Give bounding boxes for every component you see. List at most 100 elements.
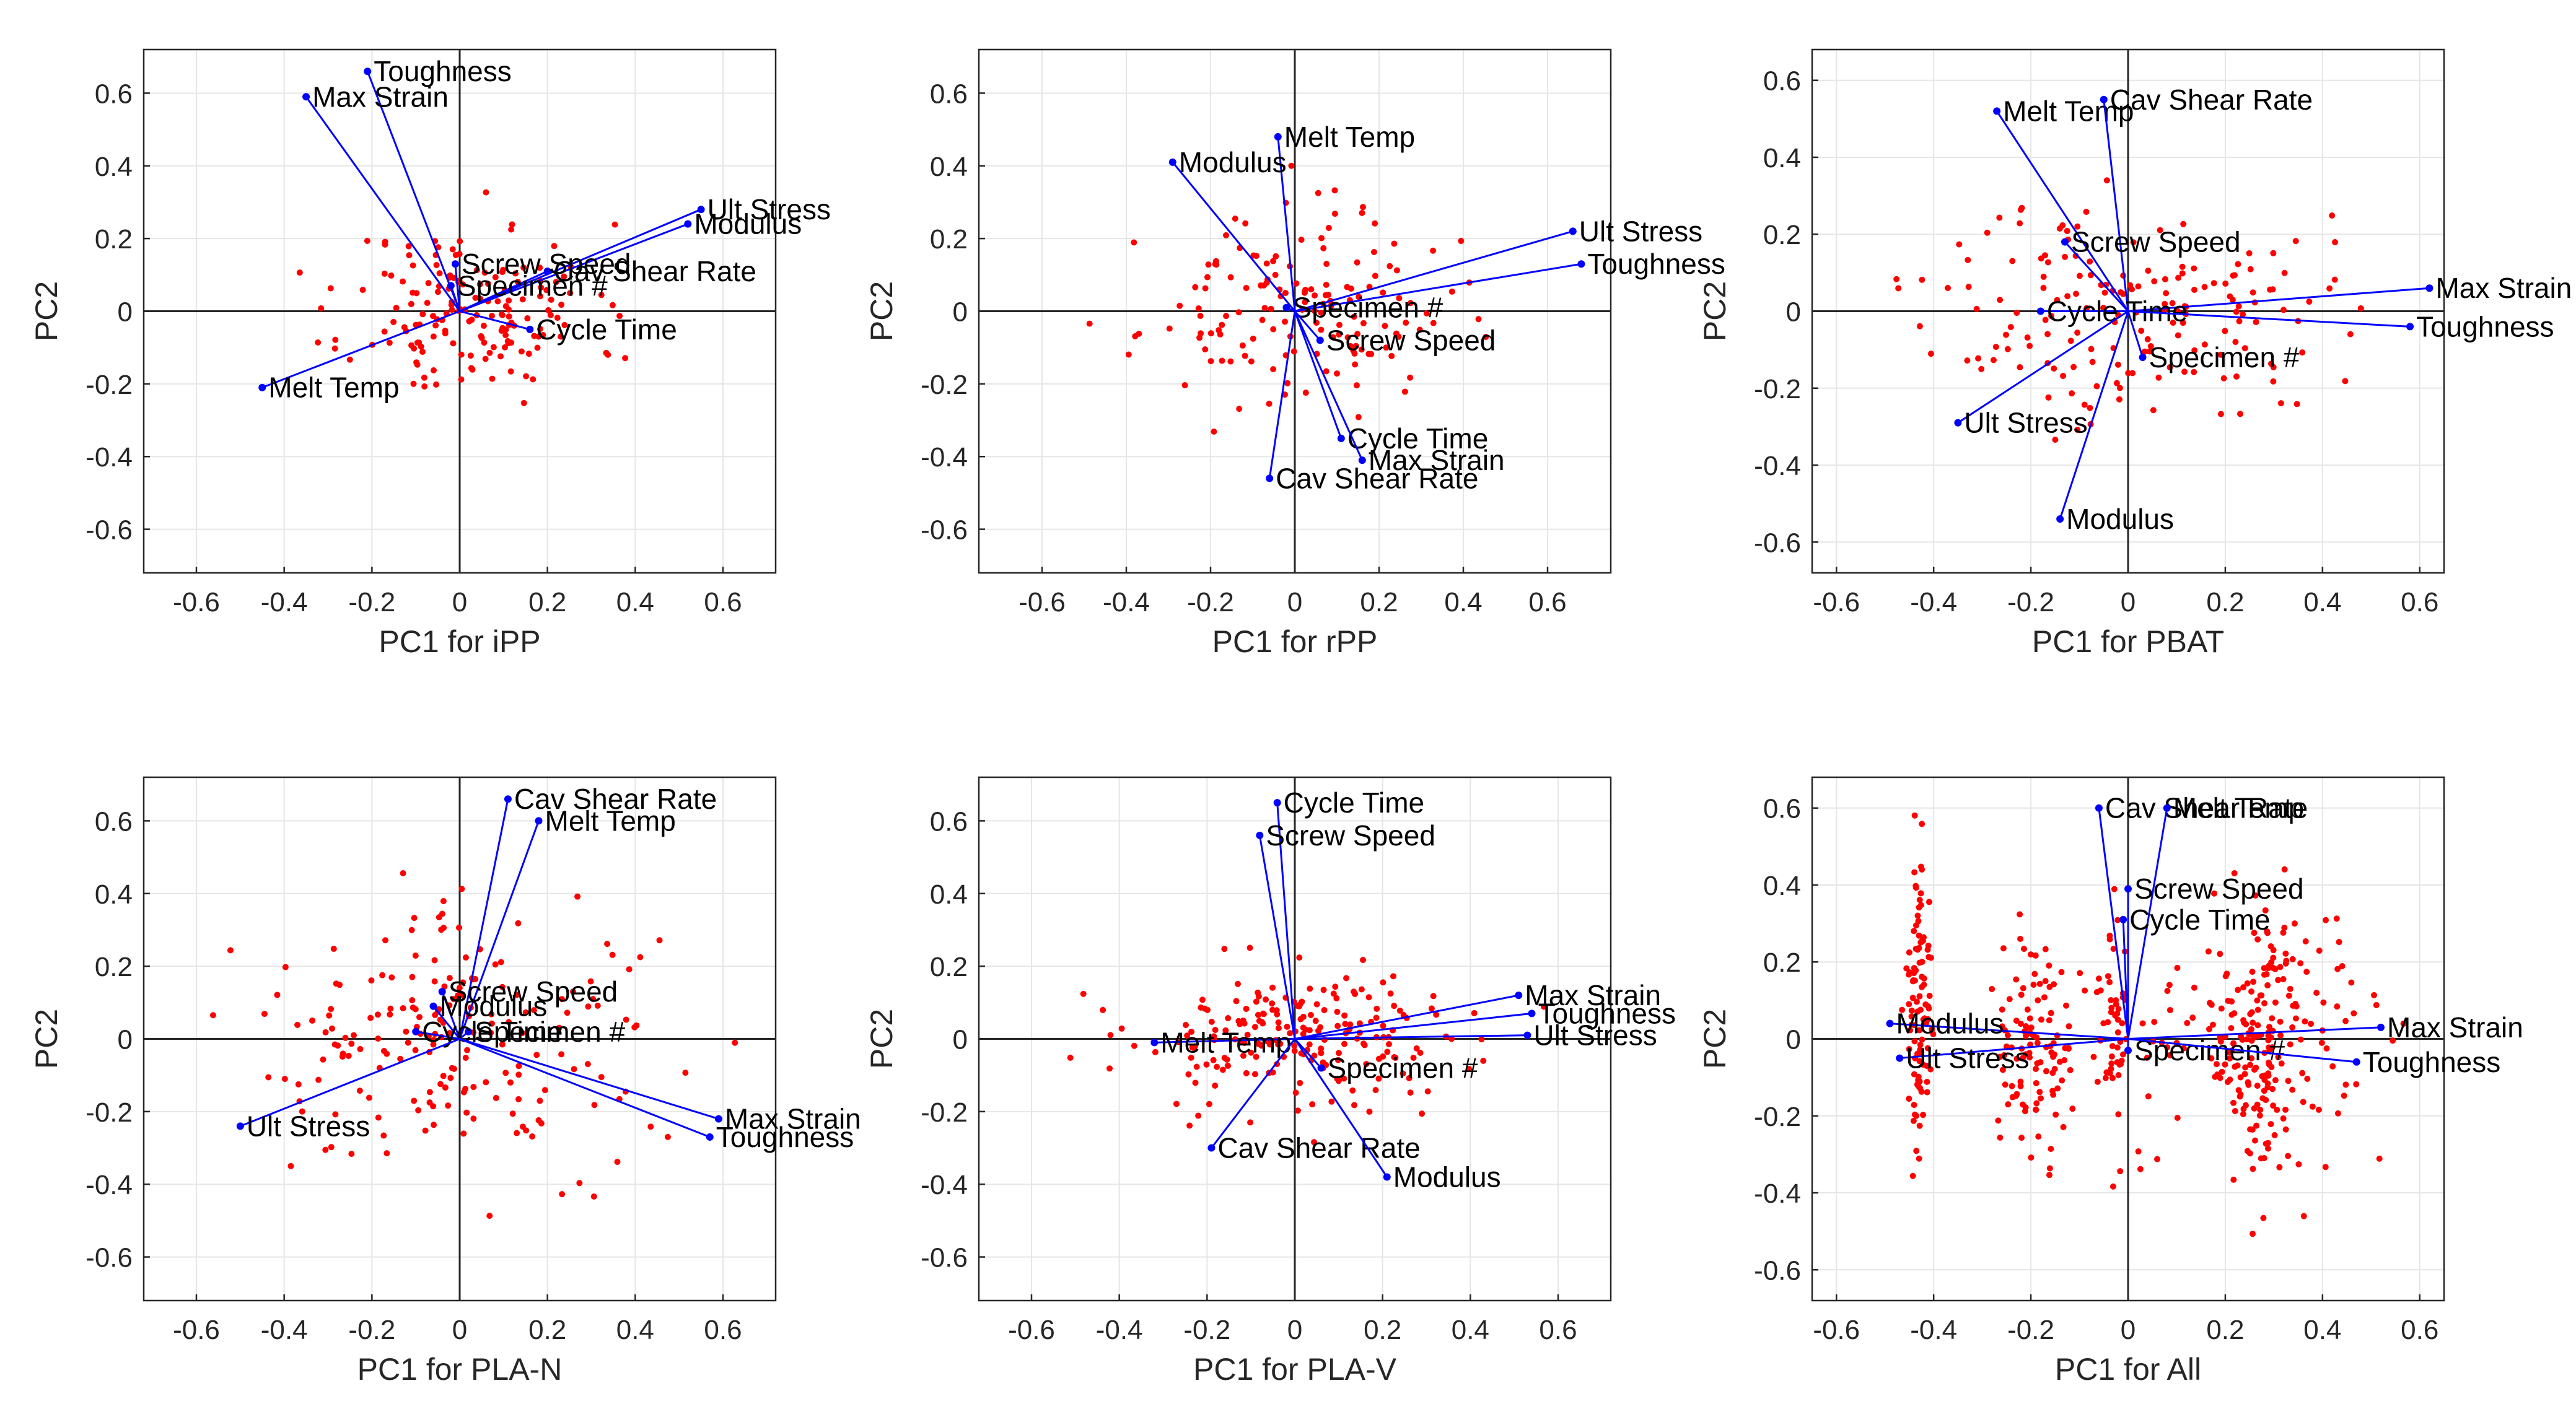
score-point [2114,1029,2121,1036]
score-point [2147,342,2154,349]
score-point [1255,989,1261,996]
score-point [2219,1068,2225,1075]
score-point [2240,984,2247,991]
score-point [2235,303,2242,310]
score-point [2247,1011,2254,1018]
score-point [2020,1101,2026,1108]
score-point [2088,346,2095,352]
score-point [2248,1037,2255,1044]
score-point [1321,1006,1328,1013]
vector-label: Cycle Time [2129,904,2270,936]
score-point [1906,1096,1912,1102]
y-tick-label: -0.6 [85,515,133,546]
score-point [1242,352,1248,359]
loading-vector-tip [364,68,372,76]
score-point [2127,282,2134,289]
subplot-3: -0.6 -0.4 -0.2 0 0.2 0.4 0.6 -0.6 -0.4 -0.2 0 0.2 0.… [1698,48,2572,659]
loading-vector-tip [302,93,310,101]
score-point [1999,1066,2006,1073]
score-point [1250,335,1256,342]
score-point [2282,1106,2289,1113]
score-point [2138,328,2145,334]
score-point [623,1016,629,1023]
score-point [2105,1019,2111,1026]
score-point [2101,289,2108,296]
score-point [2150,407,2157,414]
score-point [502,326,509,333]
score-point [1320,987,1327,993]
score-point [2024,334,2031,341]
score-point [1387,990,1394,997]
score-point [2077,970,2083,977]
score-point [411,1097,418,1104]
score-point [1240,1052,1246,1059]
score-point [1315,190,1321,196]
vector-label: Screw Speed [449,975,618,1008]
score-point [2090,1053,2097,1060]
score-point [2316,948,2323,954]
score-point [637,954,644,961]
score-point [590,996,597,1003]
score-point [2151,1019,2158,1026]
loading-vector-tip [1168,158,1176,166]
vector-label: Melt Temp [268,372,399,404]
score-point [2056,225,2063,232]
score-point [2281,269,2288,276]
score-point [1318,310,1325,316]
score-point [515,1071,522,1078]
score-point [569,988,576,995]
score-point [2270,378,2277,385]
score-point [2265,1037,2272,1044]
score-point [1227,358,1234,365]
loading-vector-tip [2056,515,2064,523]
x-axis-label: PC1 for PBAT [2032,624,2224,659]
score-point [2232,1063,2238,1070]
score-point [450,995,457,1002]
score-point [2117,1168,2124,1175]
score-point [1929,1026,1935,1032]
score-point [333,980,340,987]
score-point [2267,1121,2274,1128]
score-point [1407,300,1414,307]
score-point [2271,1131,2278,1138]
score-point [1352,990,1359,997]
score-point [2326,285,2333,292]
x-tick-label: -0.6 [173,587,220,617]
score-point [1916,959,1923,966]
score-point [2031,970,2038,977]
subplot-1: -0.6 -0.4 -0.2 0 0.2 0.4 0.6 -0.6 -0.4 -0.2 0 0.2 0.… [29,48,831,659]
score-point [1258,1019,1265,1026]
score-point [483,1079,489,1086]
vector-label: Modulus [2066,503,2174,535]
loading-vector [1294,994,1519,1040]
vector-label: Ult Stress [1579,215,1702,247]
score-point [609,302,616,308]
loading-vector [240,1038,460,1127]
score-point [2065,1045,2072,1052]
score-point [2087,258,2093,265]
score-point [261,1011,268,1018]
score-point [1315,1027,1321,1034]
score-point [1323,281,1330,288]
score-point [2037,1059,2044,1066]
score-point [1232,216,1238,222]
score-point [2270,954,2277,961]
score-point [2268,1064,2275,1071]
score-point [2141,348,2148,355]
score-point [2069,1105,2076,1112]
score-point [1997,297,2004,303]
loading-vector-tip [412,1027,420,1036]
x-tick-label: 0 [1287,1315,1302,1345]
score-point [335,1042,341,1049]
score-point [2116,396,2123,403]
score-point [1352,342,1359,349]
score-point [2109,1183,2116,1190]
score-point [2048,1146,2054,1153]
score-point [1325,225,1332,232]
score-point [1400,1070,1406,1077]
score-point [2254,1006,2261,1013]
score-point [328,1025,335,1032]
score-point [489,313,496,320]
score-point [1210,1057,1217,1063]
score-point [351,1032,357,1039]
